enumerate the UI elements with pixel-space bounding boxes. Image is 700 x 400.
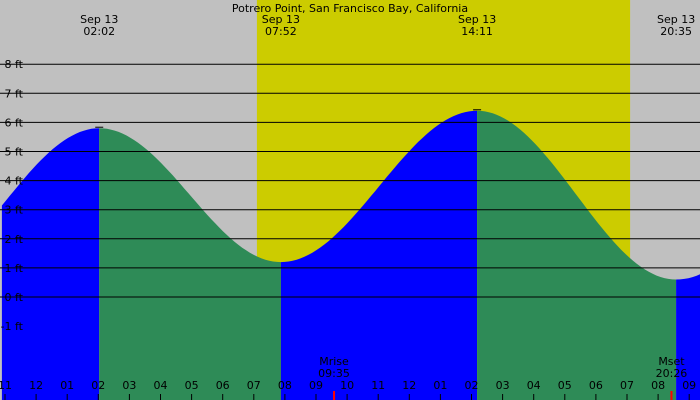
x-tick-label: 12 xyxy=(402,379,416,392)
x-tick-label: 01 xyxy=(60,379,74,392)
x-tick-label: 08 xyxy=(278,379,292,392)
y-tick-label: -1 ft xyxy=(1,320,24,333)
x-tick-label: 02 xyxy=(91,379,105,392)
x-tick-label: 09 xyxy=(309,379,323,392)
rising-tide-segment xyxy=(1,128,100,400)
y-tick-label: 3 ft xyxy=(5,204,24,217)
moon-event-label: Mrise xyxy=(319,355,349,368)
extreme-date-label: Sep 13 xyxy=(262,13,300,26)
x-tick-label: 06 xyxy=(589,379,603,392)
falling-tide-segment xyxy=(477,110,677,400)
falling-tide-segment xyxy=(99,128,281,400)
x-tick-label: 03 xyxy=(496,379,510,392)
rising-tide-segment xyxy=(676,274,700,400)
extreme-date-label: Sep 13 xyxy=(80,13,118,26)
x-tick-label: 04 xyxy=(527,379,541,392)
x-tick-label: 07 xyxy=(620,379,634,392)
x-tick-label: 10 xyxy=(340,379,354,392)
chart-title: Potrero Point, San Francisco Bay, Califo… xyxy=(232,2,468,15)
extreme-date-label: Sep 13 xyxy=(458,13,496,26)
x-tick-label: 02 xyxy=(465,379,479,392)
x-tick-label: 01 xyxy=(433,379,447,392)
x-tick-label: 05 xyxy=(558,379,572,392)
x-tick-label: 07 xyxy=(247,379,261,392)
y-tick-label: 7 ft xyxy=(5,87,24,100)
x-tick-label: 05 xyxy=(185,379,199,392)
rising-tide-segment xyxy=(280,110,478,400)
x-tick-label: 11 xyxy=(371,379,385,392)
extreme-time-label: 02:02 xyxy=(83,25,115,38)
y-tick-label: 5 ft xyxy=(5,146,24,159)
y-tick-label: 6 ft xyxy=(5,116,24,129)
moon-event-time: 20:26 xyxy=(656,367,688,380)
x-tick-label: 12 xyxy=(29,379,43,392)
x-tick-label: 04 xyxy=(154,379,168,392)
y-tick-label: 8 ft xyxy=(5,58,24,71)
y-tick-label: 4 ft xyxy=(5,175,24,188)
extreme-time-label: 20:35 xyxy=(660,25,692,38)
y-tick-label: 0 ft xyxy=(5,291,24,304)
moon-event-time: 09:35 xyxy=(318,367,350,380)
x-tick-label: 03 xyxy=(122,379,136,392)
x-tick-label: 08 xyxy=(651,379,665,392)
x-tick-label: 06 xyxy=(216,379,230,392)
y-tick-label: 2 ft xyxy=(5,233,24,246)
extreme-time-label: 14:11 xyxy=(461,25,493,38)
y-tick-label: 1 ft xyxy=(5,262,24,275)
moon-event-label: Mset xyxy=(658,355,685,368)
x-tick-label: 09 xyxy=(682,379,696,392)
extreme-date-label: Sep 13 xyxy=(657,13,695,26)
x-tick-label: 11 xyxy=(0,379,12,392)
extreme-time-label: 07:52 xyxy=(265,25,297,38)
